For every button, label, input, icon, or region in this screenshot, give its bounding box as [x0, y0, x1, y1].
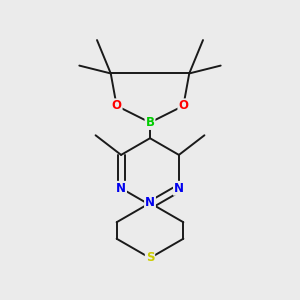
Text: N: N: [174, 182, 184, 195]
Text: O: O: [112, 99, 122, 112]
Text: B: B: [146, 116, 154, 129]
Text: N: N: [145, 196, 155, 209]
Text: N: N: [116, 182, 126, 195]
Text: S: S: [146, 251, 154, 265]
Text: O: O: [178, 99, 188, 112]
